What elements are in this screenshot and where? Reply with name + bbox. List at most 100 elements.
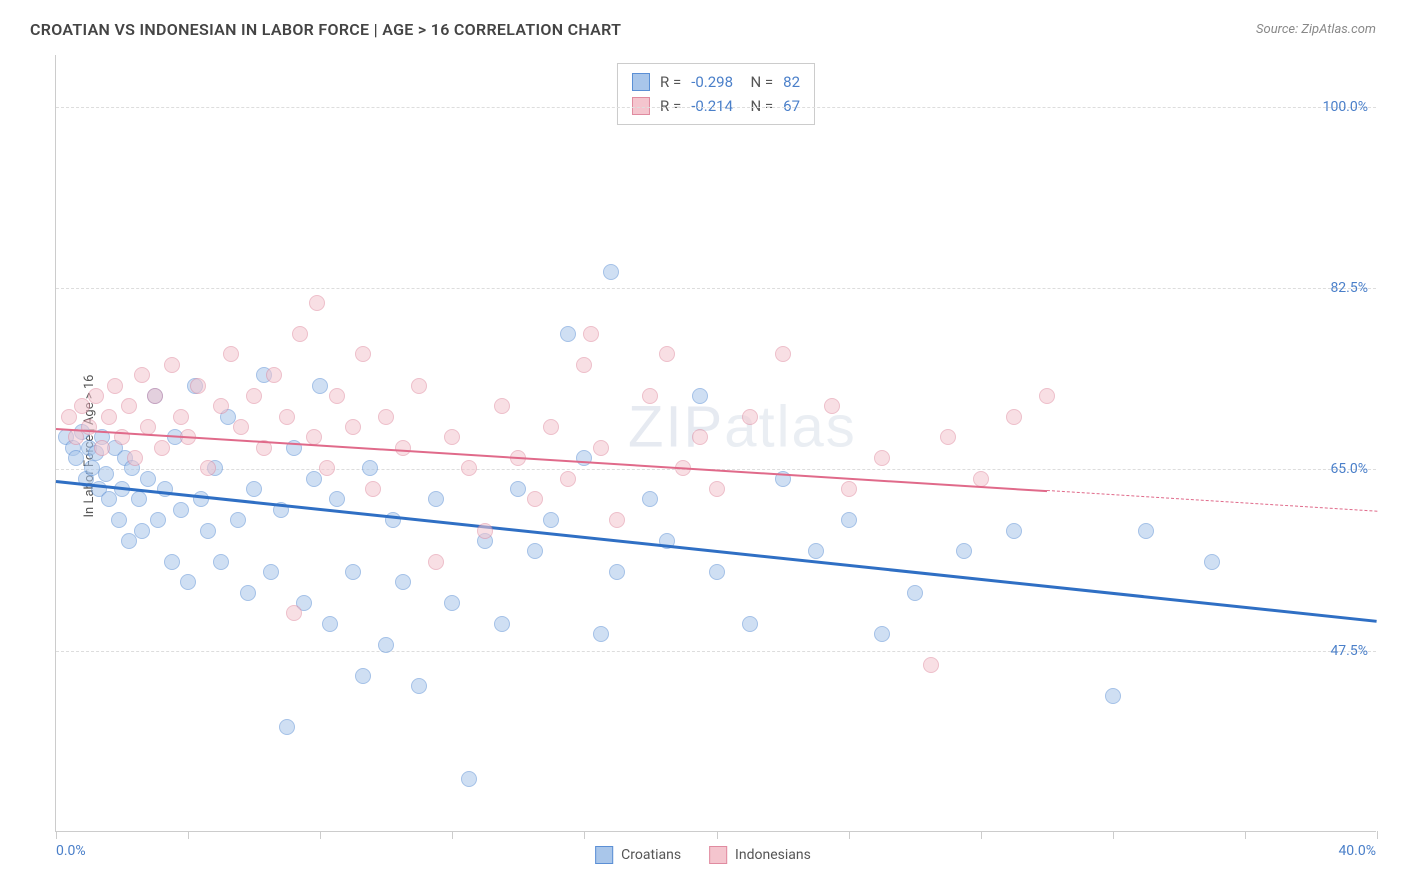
data-point: [659, 346, 675, 362]
data-point: [355, 346, 371, 362]
data-point: [428, 491, 444, 507]
data-point: [576, 357, 592, 373]
y-tick-label: 82.5%: [1330, 280, 1368, 296]
data-point: [329, 491, 345, 507]
data-point: [355, 668, 371, 684]
data-point: [180, 574, 196, 590]
data-point: [609, 564, 625, 580]
data-point: [1039, 388, 1055, 404]
gridline: [56, 288, 1376, 289]
data-point: [312, 378, 328, 394]
data-point: [200, 523, 216, 539]
watermark: ZIPatlas: [628, 394, 857, 461]
stats-r-value: -0.298: [691, 70, 733, 94]
data-point: [841, 512, 857, 528]
data-point: [134, 523, 150, 539]
chart-title: CROATIAN VS INDONESIAN IN LABOR FORCE | …: [30, 20, 621, 39]
data-point: [411, 678, 427, 694]
data-point: [709, 481, 725, 497]
data-point: [510, 481, 526, 497]
data-point: [263, 564, 279, 580]
data-point: [111, 512, 127, 528]
data-point: [131, 491, 147, 507]
x-tick: [717, 831, 718, 839]
data-point: [140, 471, 156, 487]
data-point: [292, 326, 308, 342]
data-point: [824, 398, 840, 414]
x-tick: [320, 831, 321, 839]
data-point: [88, 388, 104, 404]
x-tick: [452, 831, 453, 839]
data-point: [593, 440, 609, 456]
data-point: [147, 388, 163, 404]
data-point: [319, 460, 335, 476]
x-tick: [849, 831, 850, 839]
gridline: [56, 651, 1376, 652]
data-point: [709, 564, 725, 580]
data-point: [233, 419, 249, 435]
data-point: [378, 409, 394, 425]
data-point: [345, 419, 361, 435]
data-point: [306, 471, 322, 487]
data-point: [286, 605, 302, 621]
data-point: [1006, 409, 1022, 425]
data-point: [164, 357, 180, 373]
chart-header: CROATIAN VS INDONESIAN IN LABOR FORCE | …: [30, 20, 1376, 39]
data-point: [200, 460, 216, 476]
legend-item: Croatians: [595, 846, 681, 864]
data-point: [164, 554, 180, 570]
data-point: [583, 326, 599, 342]
data-point: [190, 378, 206, 394]
legend-swatch: [709, 846, 727, 864]
trend-line-extrapolated: [1047, 490, 1377, 512]
data-point: [576, 450, 592, 466]
data-point: [940, 429, 956, 445]
data-point: [692, 388, 708, 404]
series-legend: Croatians Indonesians: [595, 846, 811, 864]
data-point: [1006, 523, 1022, 539]
x-tick: [1245, 831, 1246, 839]
data-point: [461, 460, 477, 476]
data-point: [543, 419, 559, 435]
data-point: [973, 471, 989, 487]
stats-swatch: [632, 73, 650, 91]
data-point: [560, 326, 576, 342]
data-point: [154, 440, 170, 456]
data-point: [593, 626, 609, 642]
stats-n-label: N =: [743, 70, 773, 94]
watermark-bold: ZIP: [628, 395, 724, 460]
data-point: [101, 491, 117, 507]
gridline: [56, 107, 1376, 108]
data-point: [121, 533, 137, 549]
data-point: [444, 595, 460, 611]
source-attribution: Source: ZipAtlas.com: [1256, 22, 1376, 37]
data-point: [1138, 523, 1154, 539]
data-point: [223, 346, 239, 362]
data-point: [134, 367, 150, 383]
data-point: [527, 491, 543, 507]
data-point: [956, 543, 972, 559]
data-point: [494, 398, 510, 414]
data-point: [560, 471, 576, 487]
y-tick-label: 65.0%: [1330, 461, 1368, 477]
data-point: [173, 502, 189, 518]
data-point: [173, 409, 189, 425]
data-point: [279, 409, 295, 425]
legend-item: Indonesians: [709, 846, 811, 864]
data-point: [742, 409, 758, 425]
data-point: [742, 616, 758, 632]
data-point: [775, 346, 791, 362]
data-point: [609, 512, 625, 528]
x-tick: [981, 831, 982, 839]
data-point: [61, 409, 77, 425]
data-point: [213, 554, 229, 570]
data-point: [240, 585, 256, 601]
stats-n-value: 82: [783, 70, 800, 94]
scatter-chart: ZIPatlas R = -0.298 N = 82R = -0.214 N =…: [55, 55, 1376, 832]
data-point: [98, 466, 114, 482]
data-point: [923, 657, 939, 673]
x-axis-max-label: 40.0%: [1338, 843, 1376, 859]
y-tick-label: 100.0%: [1323, 99, 1368, 115]
data-point: [808, 543, 824, 559]
data-point: [309, 295, 325, 311]
